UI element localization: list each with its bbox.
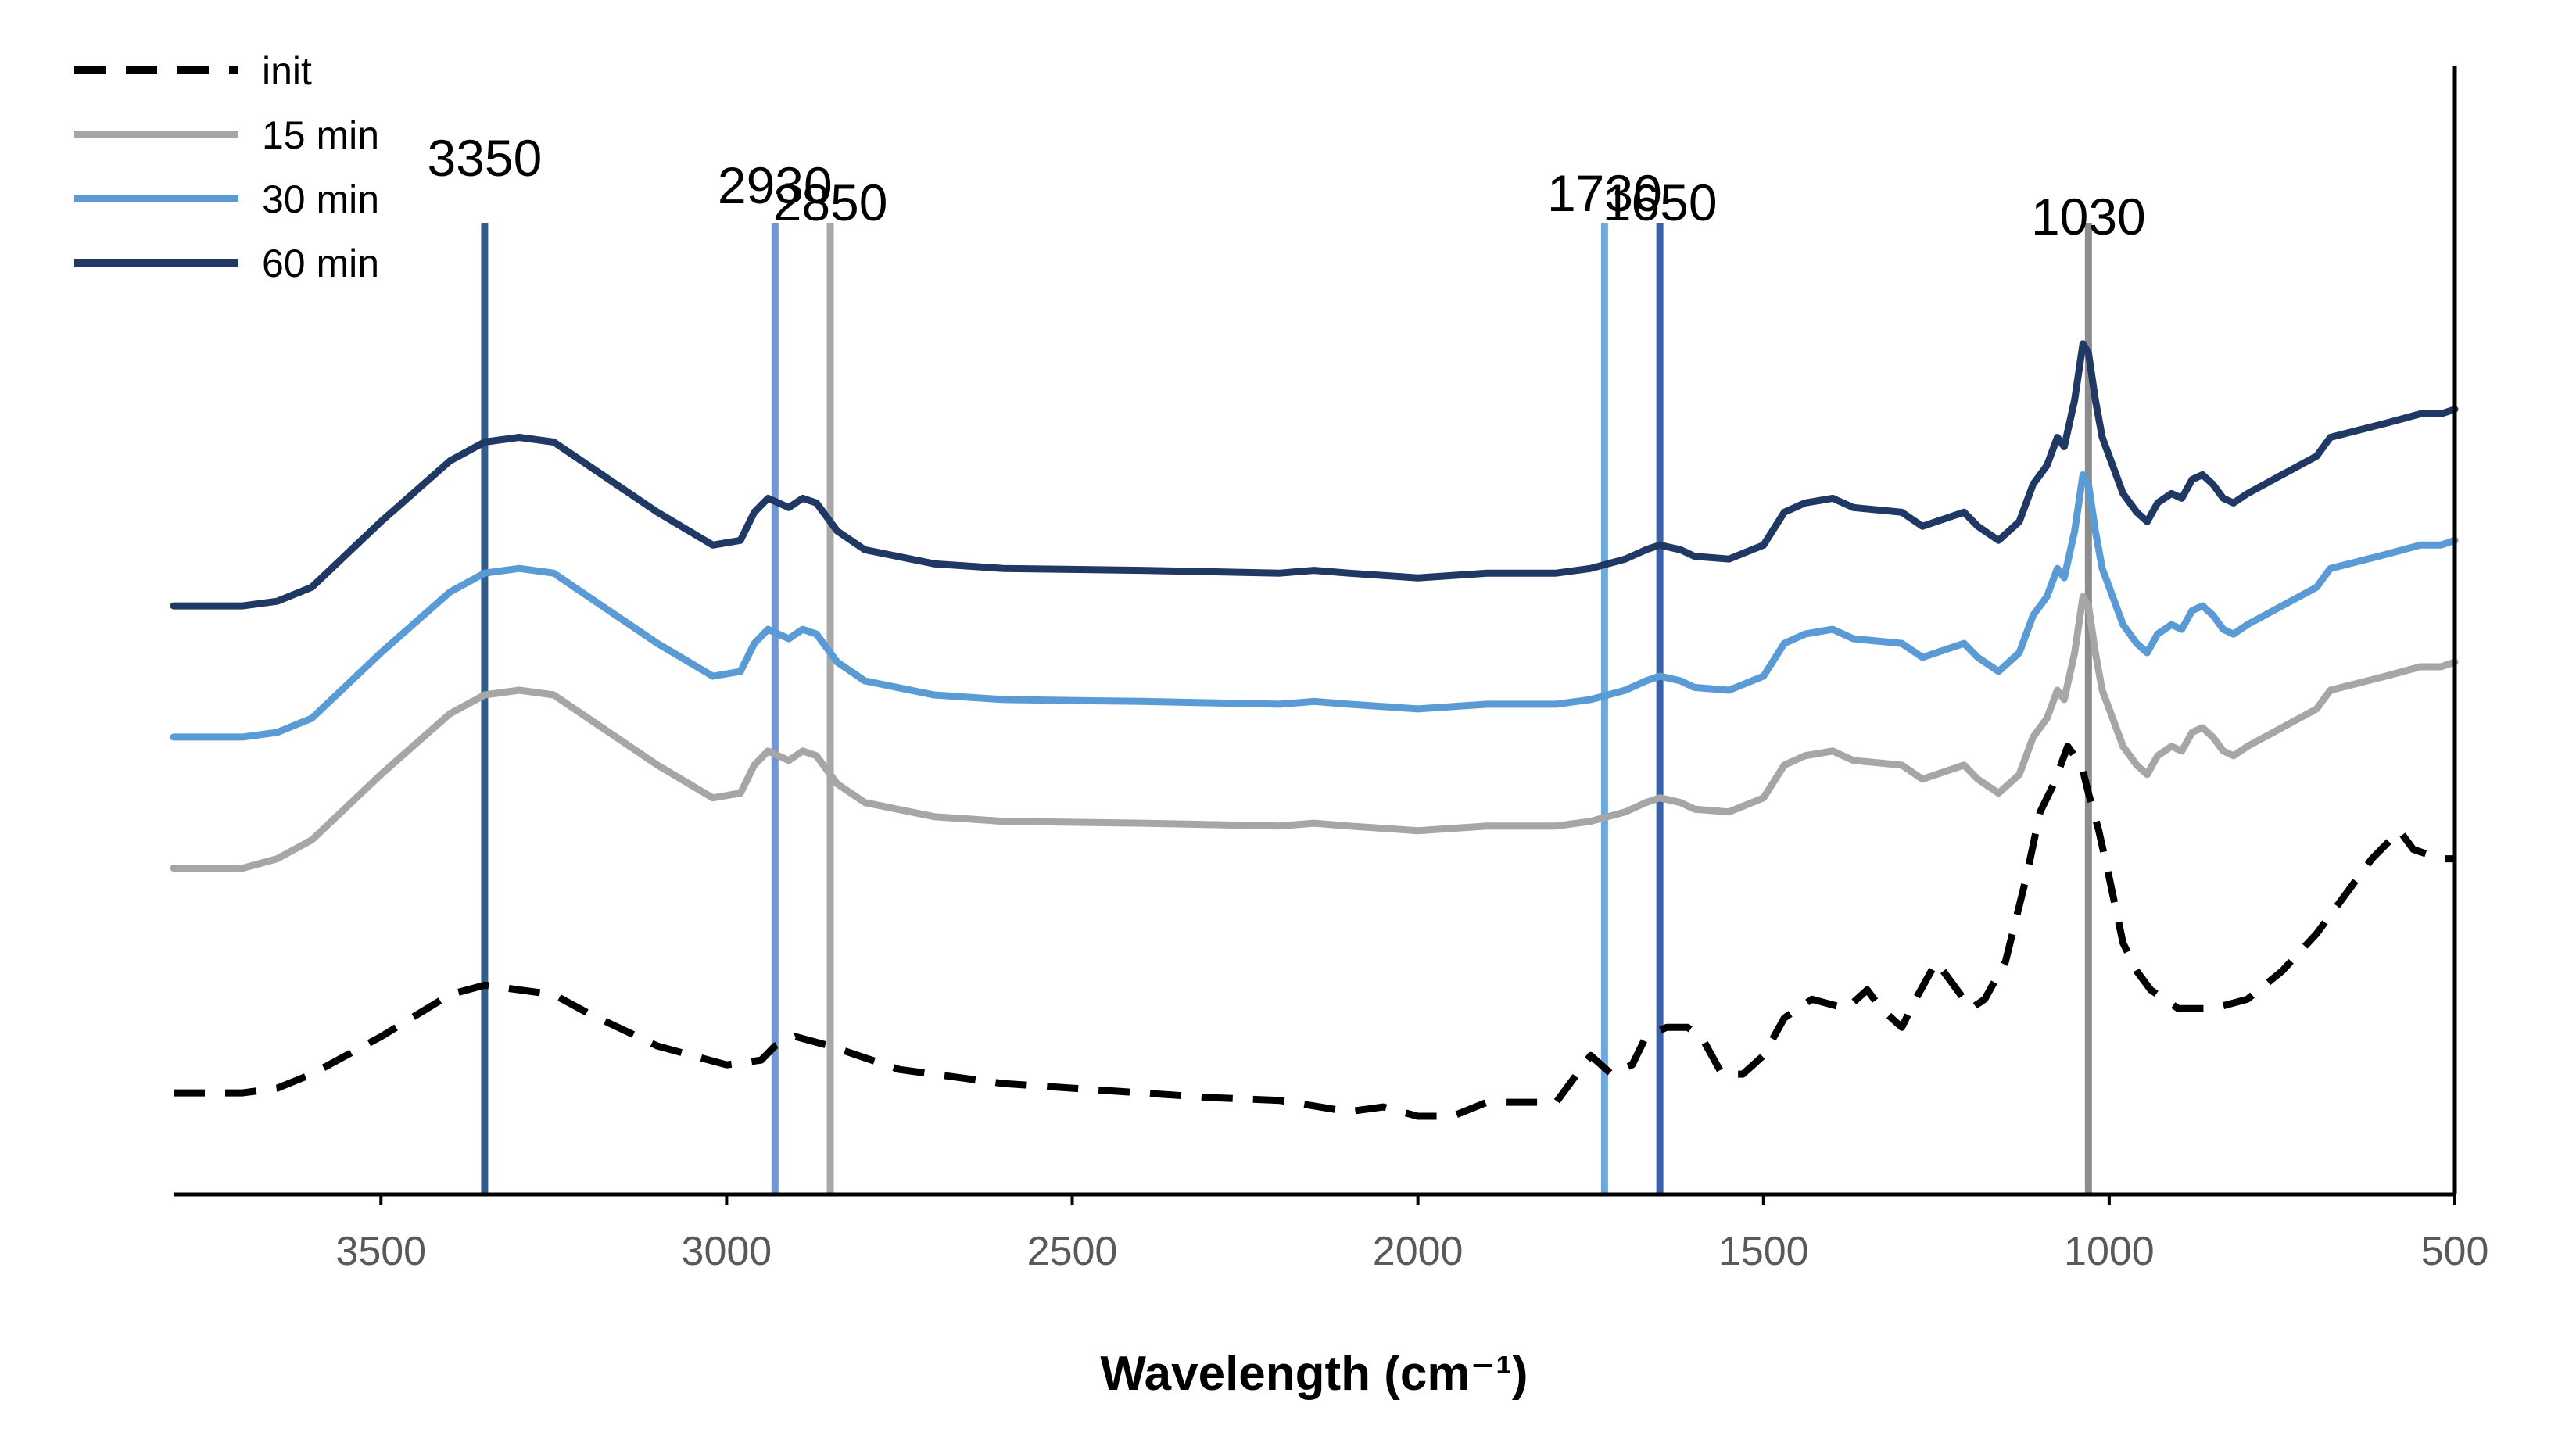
legend-label-60-min: 60 min xyxy=(262,242,379,285)
x-tick-label: 1000 xyxy=(2064,1229,2155,1274)
series-line-30-min xyxy=(170,471,2459,741)
reference-label-1730: 1730 xyxy=(1547,164,1662,222)
legend-label-15-min: 15 min xyxy=(262,113,379,157)
reference-label-2850: 2850 xyxy=(773,174,888,231)
axes xyxy=(174,66,2457,1197)
series-lines xyxy=(170,340,2459,1120)
reference-label-1650: 1650 xyxy=(1603,174,1718,231)
x-tick-label: 3000 xyxy=(682,1229,772,1274)
legend-label-init: init xyxy=(262,49,312,93)
x-tick-label: 500 xyxy=(2421,1229,2489,1274)
reference-label-1030: 1030 xyxy=(2031,188,2146,245)
series-line-60-min xyxy=(170,340,2459,610)
series-line-15-min xyxy=(170,593,2459,872)
x-axis-title: Wavelength (cm⁻¹) xyxy=(1100,1347,1528,1401)
reference-label-2930: 2930 xyxy=(718,156,833,214)
reference-label-3350: 3350 xyxy=(427,129,542,187)
x-tick-label: 1500 xyxy=(1718,1229,1809,1274)
legend: init 15 min 30 min 60 min xyxy=(74,49,379,285)
x-tick-label: 2000 xyxy=(1373,1229,1464,1274)
x-tick-label: 3500 xyxy=(335,1229,426,1274)
reference-lines xyxy=(481,223,2092,1194)
legend-label-30-min: 30 min xyxy=(262,177,379,221)
series-line-init xyxy=(174,743,2455,1120)
x-axis-ticks: 3500 3000 2500 2000 1500 1000 500 xyxy=(335,1194,2488,1274)
x-tick-label: 2500 xyxy=(1027,1229,1118,1274)
